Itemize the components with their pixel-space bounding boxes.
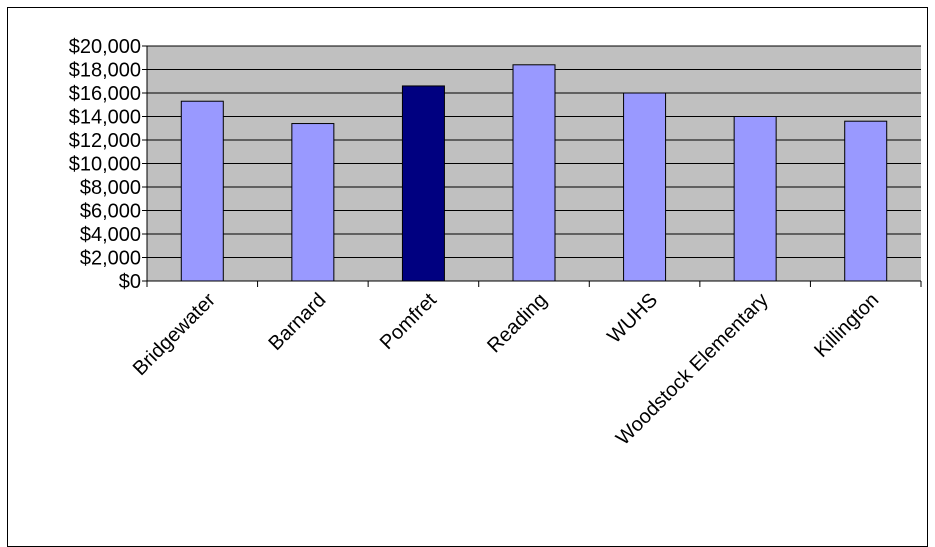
bar-killington — [844, 120, 888, 282]
x-axis-labels: Bridgewater Barnard Pomfret Reading WUHSWood… — [129, 289, 883, 450]
bar-barnard — [291, 123, 335, 282]
bar-pomfret — [401, 85, 445, 282]
y-tick-label: $0 — [119, 271, 141, 293]
bar-chart: $0$2,000$4,000$6,000$8,000$10,000$12,000… — [69, 36, 922, 450]
bar-reading — [512, 64, 556, 282]
y-axis-ticks: $0$2,000$4,000$6,000$8,000$10,000$12,000… — [69, 36, 147, 293]
x-category-label: Reading — [483, 289, 551, 357]
y-tick-label: $18,000 — [69, 60, 141, 82]
x-category-label: WUHS — [603, 289, 662, 348]
y-tick-label: $16,000 — [69, 83, 141, 105]
y-tick-label: $2,000 — [80, 248, 141, 270]
x-category-label: Pomfret — [376, 289, 441, 354]
x-category-label: Barnard — [265, 289, 331, 355]
bars — [180, 64, 888, 282]
x-category-label: Killington — [810, 289, 883, 362]
y-tick-label: $12,000 — [69, 130, 141, 152]
bar-wuhs — [623, 92, 667, 282]
y-tick-label: $20,000 — [69, 36, 141, 58]
bar-woodstock-elementary — [733, 116, 777, 282]
y-tick-label: $10,000 — [69, 154, 141, 176]
y-tick-label: $14,000 — [69, 107, 141, 129]
y-tick-label: $8,000 — [80, 177, 141, 199]
x-category-label: Bridgewater — [129, 289, 220, 380]
y-tick-label: $4,000 — [80, 224, 141, 246]
bar-bridgewater — [180, 100, 224, 282]
y-tick-label: $6,000 — [80, 201, 141, 223]
